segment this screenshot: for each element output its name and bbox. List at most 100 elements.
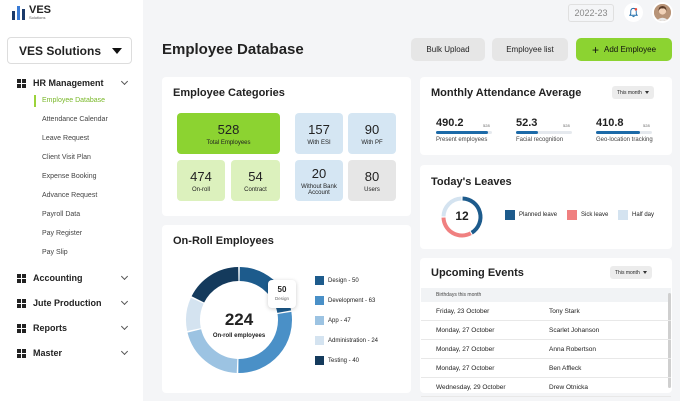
active-indicator — [34, 95, 36, 107]
event-date: Monday, 27 October — [436, 345, 495, 353]
with-pf-tile[interactable]: 90 With PF — [348, 113, 396, 154]
metric-progress-bar — [436, 131, 492, 134]
metric-max: 528 — [643, 123, 650, 128]
caret-down-icon — [112, 47, 122, 54]
tile-label: On-roll — [191, 186, 210, 193]
legend-swatch — [315, 356, 324, 365]
legend-swatch — [315, 296, 324, 305]
sidebar-item-attendance-calendar[interactable]: Attendance Calendar — [42, 116, 108, 123]
metric-max: 528 — [483, 123, 490, 128]
donut-center-value: 224 — [224, 310, 254, 329]
nav-group-jute-production[interactable]: Jute Production — [17, 297, 129, 308]
sidebar-item-advance-request[interactable]: Advance Request — [42, 192, 98, 199]
sidebar-item-payroll-data[interactable]: Payroll Data — [42, 211, 81, 218]
organization-select[interactable]: VES Solutions — [7, 37, 132, 64]
tooltip-label: Design — [274, 296, 289, 301]
nav-group-hr-management[interactable]: HR Management — [17, 77, 129, 88]
legend-swatch — [505, 210, 515, 220]
tile-value: 90 — [364, 121, 380, 137]
attendance-period-dropdown[interactable]: This month — [612, 86, 654, 99]
metric-progress-fill — [436, 131, 489, 134]
event-name: Tony Stark — [549, 307, 580, 315]
event-date: Wednesday, 29 October — [436, 383, 506, 391]
donut-segment-app[interactable] — [187, 328, 238, 373]
legend-item[interactable]: Development - 63 — [315, 296, 375, 305]
users-tile[interactable]: 80 Users — [348, 160, 396, 201]
with-esi-tile[interactable]: 157 With ESI — [295, 113, 343, 154]
event-row[interactable]: Wednesday, 29 October Drew Otnicka — [421, 378, 671, 397]
tile-label: With ESI — [307, 139, 331, 146]
tile-value: 528 — [217, 121, 240, 137]
event-row[interactable]: Monday, 27 October Ben Affleck — [421, 359, 671, 378]
sidebar-item-leave-request[interactable]: Leave Request — [42, 135, 90, 142]
legend-item[interactable]: Sick leave — [567, 210, 608, 220]
without-bank-account-tile[interactable]: 20 Without Bank Account — [295, 160, 343, 201]
dropdown-value: This month — [617, 89, 642, 96]
nav-group-label: Jute Production — [33, 298, 102, 308]
legend-item[interactable]: Half day — [618, 210, 654, 220]
metric-value: 410.8 — [596, 117, 624, 129]
event-date: Monday, 27 October — [436, 326, 495, 334]
tile-label: With PF — [361, 139, 383, 146]
user-photo-icon — [654, 4, 671, 21]
legend-item[interactable]: Administration - 24 — [315, 336, 378, 345]
tile-value: 20 — [311, 165, 327, 181]
sidebar-item-employee-database[interactable]: Employee Database — [42, 97, 106, 104]
donut-segment-administration[interactable] — [186, 297, 204, 332]
metric-progress-bar — [596, 131, 652, 134]
donut-center-label: On-roll employees — [212, 333, 266, 339]
sidebar-item-pay-slip[interactable]: Pay Slip — [42, 249, 68, 256]
nav-group-accounting[interactable]: Accounting — [17, 272, 129, 283]
event-row[interactable]: Monday, 27 October Anna Robertson — [421, 340, 671, 359]
metric-label: Facial recognition — [516, 137, 564, 143]
organization-select-value: VES Solutions — [19, 43, 102, 58]
event-name: Scarlet Johanson — [549, 326, 600, 334]
legend-swatch — [315, 316, 324, 325]
tile-value: 474 — [190, 168, 212, 184]
donut-segment-sick[interactable] — [441, 217, 472, 238]
tile-value: 80 — [364, 168, 380, 184]
chevron-down-icon — [120, 347, 129, 356]
nav-group-reports[interactable]: Reports — [17, 322, 129, 333]
tile-label: Contract — [244, 186, 267, 193]
add-employee-button[interactable]: + Add Employee — [576, 38, 672, 61]
sidebar-item-pay-register[interactable]: Pay Register — [42, 230, 83, 237]
legend-label: Testing - 40 — [328, 357, 360, 364]
legend-item[interactable]: Testing - 40 — [315, 356, 359, 365]
grid-icon — [17, 348, 26, 358]
donut-segment-planned[interactable] — [462, 196, 483, 235]
sidebar-item-expense-booking[interactable]: Expense Booking — [42, 173, 97, 180]
employee-list-button[interactable]: Employee list — [492, 38, 568, 61]
nav-group-label: Reports — [33, 323, 68, 333]
nav-group-master[interactable]: Master — [17, 347, 129, 358]
tile-label: Total Employees — [206, 139, 251, 146]
donut-segment-testing[interactable] — [191, 267, 239, 303]
donut-segment-half[interactable] — [441, 196, 462, 217]
events-scrollbar[interactable] — [668, 293, 671, 388]
event-row[interactable]: Monday, 27 October Scarlet Johanson — [421, 321, 671, 340]
caret-down-icon — [644, 91, 649, 94]
on-roll-tile[interactable]: 474 On-roll — [177, 160, 225, 201]
attendance-metric: 52.3 528 Facial recognition — [516, 117, 572, 143]
total-employees-tile[interactable]: 528 Total Employees — [177, 113, 280, 154]
brand-logo[interactable]: VES Solutions — [12, 5, 51, 20]
chevron-down-icon — [120, 297, 129, 306]
event-date: Monday, 27 October — [436, 364, 495, 372]
nav-group-label: Master — [33, 348, 63, 358]
user-avatar[interactable] — [652, 2, 673, 23]
legend-item[interactable]: Planned leave — [505, 210, 557, 220]
event-row[interactable]: Friday, 23 October Tony Stark — [421, 302, 671, 321]
contract-tile[interactable]: 54 Contract — [231, 160, 280, 201]
legend-label: App - 47 — [328, 317, 351, 324]
events-period-dropdown[interactable]: This month — [610, 266, 652, 279]
donut-segment-development[interactable] — [238, 311, 292, 373]
sidebar-item-client-visit-plan[interactable]: Client Visit Plan — [42, 154, 91, 161]
legend-item[interactable]: App - 47 — [315, 316, 351, 325]
tile-label: Users — [364, 186, 380, 193]
legend-item[interactable]: Design - 50 — [315, 276, 359, 285]
financial-year-select[interactable]: 2022-23 — [568, 4, 614, 22]
bell-icon — [628, 7, 639, 18]
metric-max: 528 — [563, 123, 570, 128]
notification-button[interactable] — [624, 3, 643, 22]
bulk-upload-button[interactable]: Bulk Upload — [411, 38, 485, 61]
